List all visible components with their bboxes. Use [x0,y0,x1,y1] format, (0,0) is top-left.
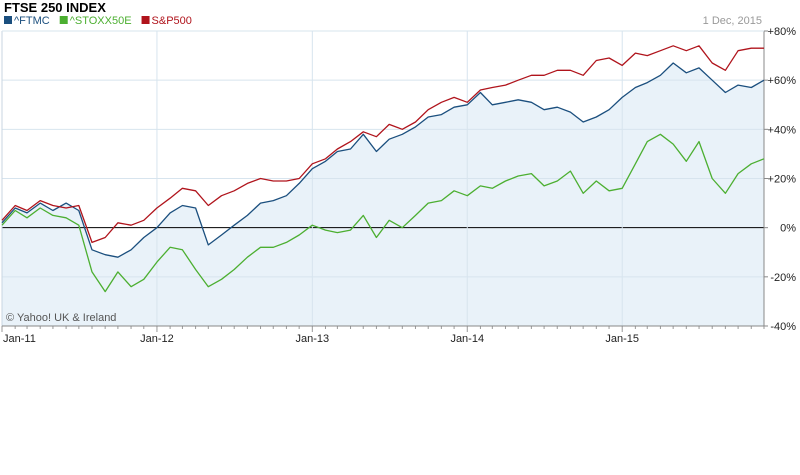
x-tick-label: Jan-13 [295,333,329,345]
chart-title: FTSE 250 INDEX [4,0,106,15]
area-fill-0 [2,63,764,326]
x-tick-label: Jan-11 [3,333,36,345]
y-tick-label: 0% [780,223,796,235]
y-tick-label: +80% [768,26,797,38]
legend-swatch [141,16,150,24]
series-line-sp500 [1,45,764,244]
plot-area: +80% +60% +40% +20% 0% -20% -40% Jan-11 Jan-12 Ja… [1,26,797,345]
y-tick-label: +60% [768,75,797,87]
date-label: 1 Dec, 2015 [703,15,762,27]
y-tick-label: -20% [770,272,796,284]
x-tick-label: Jan-12 [140,333,174,345]
y-tick-label: +40% [768,124,797,136]
x-tick-label: Jan-15 [605,333,639,345]
legend: ^FTMC ^STOXX50E S&P500 [4,15,192,27]
legend-swatch [4,16,12,24]
credit-label: © Yahoo! UK & Ireland [6,312,116,324]
y-tick-label: +20% [768,174,797,186]
series-line-stoxx50e [1,133,765,293]
y-tick-label: -40% [770,321,796,333]
legend-swatch [59,16,68,24]
x-tick-label: Jan-14 [450,333,484,345]
legend-label: ^FTMC [14,15,50,27]
series-line-ftmc [1,62,765,258]
legend-label: S&P500 [152,15,192,27]
legend-label: ^STOXX50E [70,15,132,27]
